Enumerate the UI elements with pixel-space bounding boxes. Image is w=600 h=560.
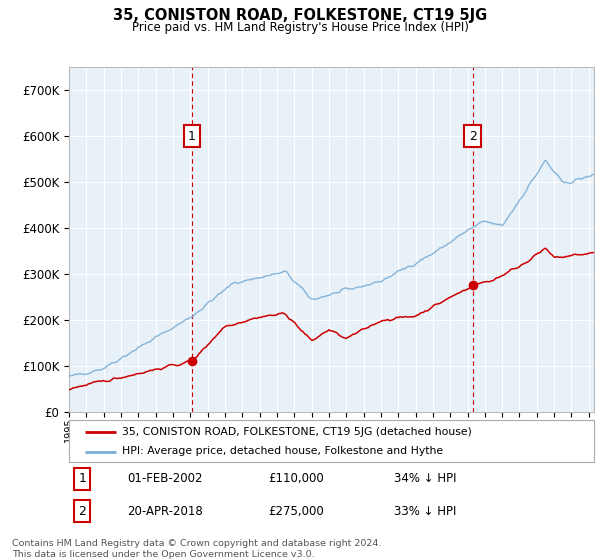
Text: 2: 2 [469, 129, 476, 143]
Text: £275,000: £275,000 [269, 505, 324, 517]
Text: 1: 1 [78, 473, 86, 486]
Text: 35, CONISTON ROAD, FOLKESTONE, CT19 5JG: 35, CONISTON ROAD, FOLKESTONE, CT19 5JG [113, 8, 487, 24]
Text: 20-APR-2018: 20-APR-2018 [127, 505, 203, 517]
Text: £110,000: £110,000 [269, 473, 324, 486]
Text: 01-FEB-2002: 01-FEB-2002 [127, 473, 202, 486]
Text: This data is licensed under the Open Government Licence v3.0.: This data is licensed under the Open Gov… [12, 550, 314, 559]
Text: 33% ↓ HPI: 33% ↓ HPI [395, 505, 457, 517]
Text: 2: 2 [78, 505, 86, 517]
Text: Price paid vs. HM Land Registry's House Price Index (HPI): Price paid vs. HM Land Registry's House … [131, 21, 469, 34]
FancyBboxPatch shape [69, 420, 594, 462]
Text: 35, CONISTON ROAD, FOLKESTONE, CT19 5JG (detached house): 35, CONISTON ROAD, FOLKESTONE, CT19 5JG … [121, 427, 472, 437]
Text: Contains HM Land Registry data © Crown copyright and database right 2024.: Contains HM Land Registry data © Crown c… [12, 539, 382, 548]
Text: 1: 1 [188, 129, 196, 143]
Text: HPI: Average price, detached house, Folkestone and Hythe: HPI: Average price, detached house, Folk… [121, 446, 443, 456]
Text: 34% ↓ HPI: 34% ↓ HPI [395, 473, 457, 486]
